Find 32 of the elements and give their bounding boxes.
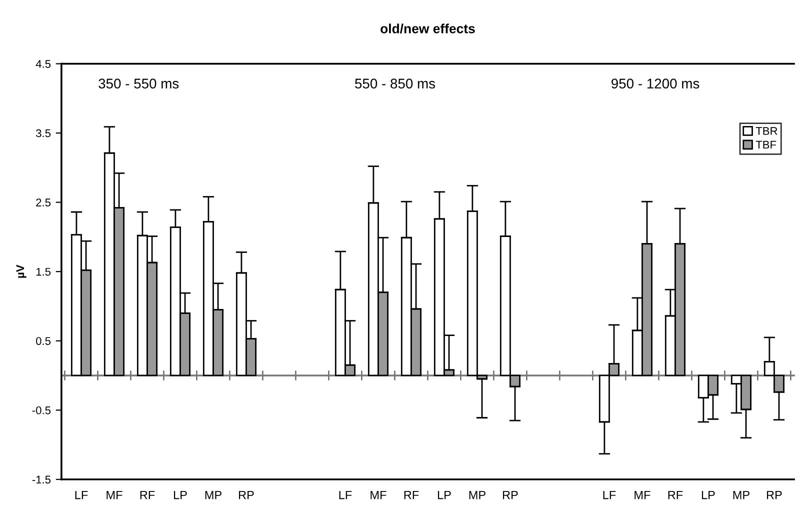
y-tick-label: 1.5 (36, 268, 51, 276)
x-tick-label: RF (404, 490, 419, 500)
annotation: 350 - 550 ms (98, 78, 179, 88)
legend-label: TBF (756, 140, 776, 149)
x-tick-label: RF (140, 490, 155, 500)
y-tick-label: -1.5 (32, 476, 51, 484)
x-tick-label: LF (603, 490, 616, 500)
x-tick-label: LF (75, 490, 88, 500)
annotation: 550 - 850 ms (355, 78, 436, 88)
y-axis-title: µV (16, 264, 26, 278)
x-tick-label: MF (370, 490, 386, 500)
y-tick-label: 2.5 (36, 198, 51, 206)
annotation: 950 - 1200 ms (612, 78, 700, 88)
y-tick-label: 0.5 (36, 337, 51, 345)
y-tick-label: 4.5 (36, 60, 51, 68)
x-tick-label: RP (502, 490, 518, 500)
legend-label: TBR (756, 127, 778, 135)
x-tick-label: LP (438, 490, 451, 500)
x-tick-label: MP (469, 490, 486, 500)
y-tick-label: 3.5 (36, 129, 51, 138)
x-tick-label: RP (239, 490, 254, 500)
x-tick-label: RP (766, 490, 782, 500)
x-tick-label: LP (174, 490, 187, 500)
x-tick-label: RF (668, 490, 683, 500)
x-tick-label: MF (634, 490, 650, 500)
x-tick-label: MP (205, 490, 222, 500)
x-tick-label: LF (339, 490, 352, 500)
x-tick-label: MP (733, 490, 750, 500)
x-tick-label: LP (702, 490, 715, 500)
x-tick-label: MF (106, 490, 122, 500)
chart-title: old/new effects (380, 24, 475, 34)
y-tick-label: -0.5 (32, 406, 51, 414)
